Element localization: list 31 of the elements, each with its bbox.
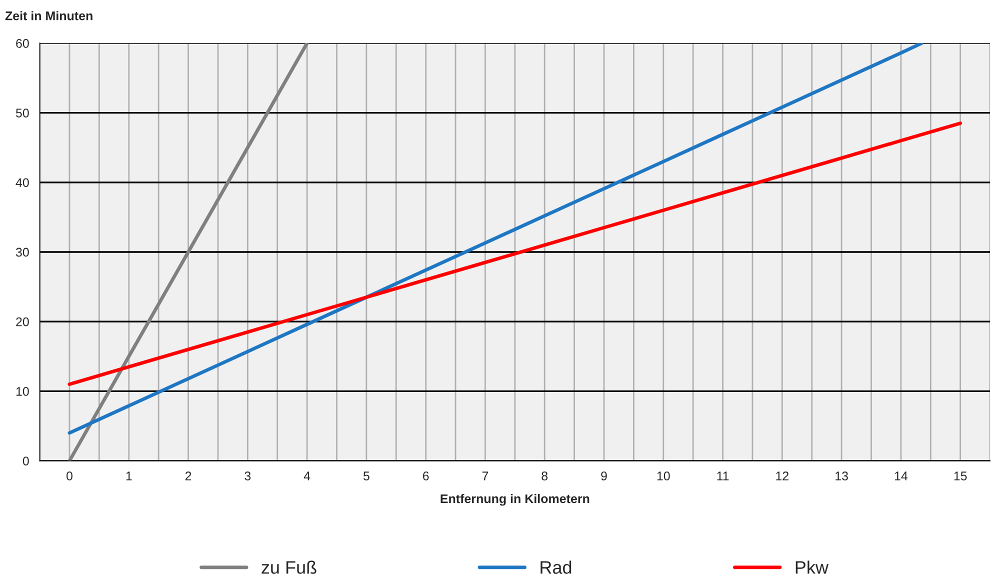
line-series [68,122,962,386]
x-tick-label: 6 [422,472,429,480]
y-tick-label: 0 [22,456,29,466]
x-tick-label: 15 [954,472,967,480]
y-tick-label: 50 [16,108,29,118]
x-tick-label: 11 [717,472,729,480]
x-tick-label: 1 [126,472,132,480]
x-tick-label: 7 [482,472,488,480]
x-tick-label: 9 [601,472,607,480]
legend-label: zu Fuß [262,560,316,574]
legend-label: Pkw [796,560,829,574]
y-tick-label: 40 [16,178,29,188]
x-tick-label: 13 [836,472,848,480]
x-tick-label: 0 [66,472,72,480]
x-tick-label: 2 [185,472,192,480]
y-tick-label: 30 [16,248,29,257]
legend-label: Rad [540,560,572,574]
x-tick-label: 14 [894,472,908,480]
y-tick-label: 20 [16,317,29,326]
line-series [68,43,924,435]
x-tick-label: 4 [304,472,310,480]
x-tick-label: 5 [363,472,370,480]
line-series [68,43,309,461]
x-tick-label: 3 [244,472,251,480]
x-tick-label: 10 [657,472,670,480]
y-tick-label: 10 [16,387,29,396]
x-tick-label: 12 [776,472,788,480]
x-axis-title: Entfernung in Kilometern [440,494,590,506]
y-tick-label: 60 [16,39,29,48]
y-axis-title: Zeit in Minuten [5,11,92,20]
x-tick-label: 8 [542,472,548,480]
